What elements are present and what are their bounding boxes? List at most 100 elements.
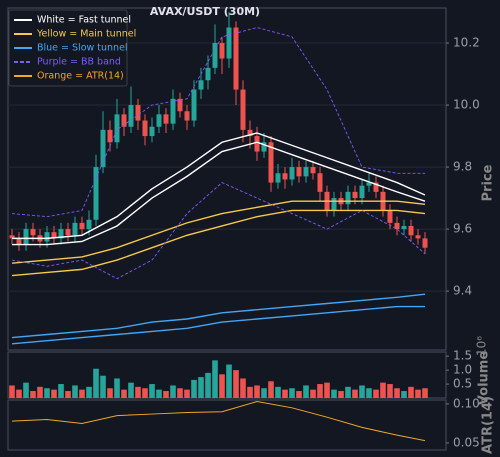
- volume-bar: [212, 360, 218, 398]
- candle-body: [366, 182, 372, 186]
- band-line: [11, 27, 425, 218]
- volume-bar: [352, 389, 358, 398]
- candle-body: [156, 114, 162, 127]
- candle-body: [373, 182, 379, 192]
- band-line: [11, 293, 426, 339]
- volume-bar: [142, 388, 148, 398]
- legend-label: White = Fast tunnel: [37, 15, 131, 26]
- candle-body: [345, 191, 351, 205]
- candle-body: [359, 185, 365, 199]
- legend-box: [8, 9, 128, 87]
- volume-bar: [261, 388, 267, 398]
- volume-bar: [121, 389, 127, 398]
- volume-bar: [331, 389, 337, 398]
- candle-body: [408, 225, 414, 236]
- candle-body: [289, 167, 295, 180]
- band-line: [12, 132, 426, 240]
- candle-body: [303, 167, 309, 177]
- band-line: [11, 209, 426, 277]
- volume-bar: [240, 378, 246, 398]
- y-axis-label: Volume: [477, 351, 492, 406]
- candle-body: [422, 238, 428, 248]
- scale-label: 10⁶: [475, 336, 489, 356]
- candle-body: [65, 229, 71, 236]
- band-line: [11, 305, 425, 345]
- candle-body: [254, 136, 260, 152]
- legend-label: Purple = BB band: [37, 57, 121, 68]
- candle-body: [268, 142, 274, 183]
- volume-bar: [86, 386, 92, 398]
- candle-body: [107, 129, 113, 143]
- candle-body: [23, 229, 29, 245]
- band-line: [12, 141, 426, 246]
- volume-bar: [23, 382, 29, 398]
- volume-bar: [79, 389, 85, 398]
- volume-bar: [324, 382, 330, 398]
- volume-bar: [219, 374, 225, 398]
- candle-body: [100, 129, 106, 168]
- volume-bar: [401, 391, 407, 398]
- candle-body: [58, 229, 64, 239]
- volume-bar: [93, 368, 99, 398]
- volume-bar: [107, 388, 113, 398]
- volume-bar: [394, 388, 400, 398]
- candle-body: [128, 105, 134, 127]
- candle-body: [261, 142, 267, 152]
- legend-label: Yellow = Main tunnel: [36, 29, 136, 40]
- band-line: [11, 182, 426, 280]
- volume-bar: [282, 389, 288, 398]
- volume-bar: [30, 391, 36, 398]
- candle-body: [394, 222, 400, 230]
- volume-bar: [366, 388, 372, 398]
- y-tick-label: 0.10: [453, 396, 480, 410]
- candle-body: [170, 98, 176, 124]
- volume-bar: [296, 391, 302, 398]
- candle-body: [387, 210, 393, 223]
- candle-body: [114, 114, 120, 143]
- candle-body: [310, 167, 316, 174]
- candle-body: [44, 232, 50, 242]
- volume-bar: [408, 386, 414, 398]
- candle-body: [149, 126, 155, 137]
- volume-bar: [303, 385, 309, 398]
- volume-bar: [345, 386, 351, 398]
- candle-body: [135, 105, 141, 121]
- volume-bar: [16, 389, 22, 398]
- candle-body: [219, 43, 225, 59]
- volume-bar: [184, 389, 190, 398]
- chart-title: AVAX/USDT (30M): [150, 5, 260, 18]
- volume-bar: [100, 375, 106, 398]
- volume-bar: [44, 388, 50, 398]
- candle-body: [30, 229, 36, 236]
- volume-bar: [177, 388, 183, 398]
- y-tick-label: 1.5: [453, 349, 472, 363]
- candle-body: [9, 235, 15, 239]
- band-line: [11, 200, 426, 264]
- volume-bar: [338, 391, 344, 398]
- y-tick-label: 0.5: [453, 377, 472, 391]
- candle-body: [212, 43, 218, 68]
- candle-body: [275, 173, 281, 183]
- volume-bar: [51, 389, 57, 398]
- candle-body: [233, 27, 239, 90]
- volume-bar: [198, 377, 204, 398]
- candle-body: [16, 238, 22, 245]
- candle-body: [247, 129, 253, 137]
- volume-bar: [65, 391, 71, 398]
- volume-bar: [9, 385, 15, 398]
- volume-bar: [114, 378, 120, 398]
- volume-bar: [226, 364, 232, 398]
- volume-bar: [268, 381, 274, 398]
- candle-body: [331, 198, 337, 211]
- y-axis-label: Price: [481, 164, 496, 201]
- volume-bar: [149, 384, 155, 398]
- candle-body: [352, 191, 358, 199]
- candle-body: [72, 222, 78, 236]
- y-tick-label: 10.0: [453, 98, 480, 112]
- volume-bar: [163, 391, 169, 398]
- y-tick-label: 1.0: [453, 363, 472, 377]
- volume-bar: [373, 389, 379, 398]
- candle-body: [296, 167, 302, 177]
- panel-frame: [7, 7, 447, 351]
